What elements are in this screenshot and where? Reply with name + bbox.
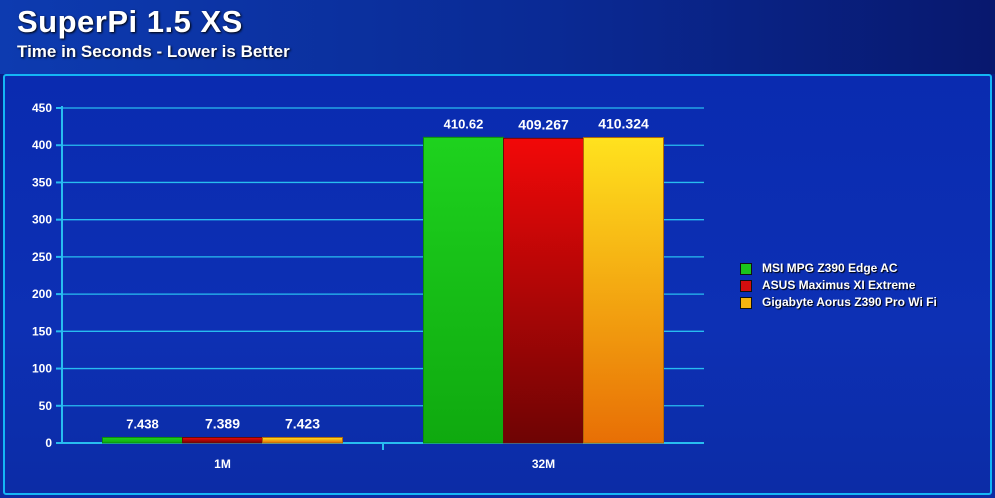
data-label: 7.438: [126, 416, 159, 431]
y-tick-label: 200: [32, 287, 52, 301]
y-tick-label: 0: [45, 436, 52, 450]
y-tick-label: 250: [32, 250, 52, 264]
y-tick-label: 100: [32, 362, 52, 376]
y-tick-label: 450: [32, 101, 52, 115]
x-tick-label: 1M: [214, 457, 231, 471]
data-label: 7.389: [205, 415, 240, 431]
chart-subtitle: Time in Seconds - Lower is Better: [17, 42, 290, 61]
bar: [503, 137, 584, 444]
x-tick-label: 32M: [532, 457, 555, 471]
chart-title: SuperPi 1.5 XS: [17, 4, 243, 39]
legend-swatch: [740, 297, 752, 309]
data-label: 409.267: [518, 116, 569, 132]
y-tick-label: 400: [32, 138, 52, 152]
legend-swatch: [740, 263, 752, 275]
bar: [102, 436, 183, 444]
bar: [583, 137, 664, 444]
legend-label: MSI MPG Z390 Edge AC: [762, 261, 898, 275]
data-label: 410.62: [444, 116, 484, 131]
y-tick-label: 150: [32, 324, 52, 338]
y-tick-label: 350: [32, 175, 52, 189]
data-label: 7.423: [285, 415, 320, 431]
legend-label: Gigabyte Aorus Z390 Pro Wi Fi: [762, 295, 937, 309]
y-tick-label: 50: [39, 399, 53, 413]
bar: [423, 136, 504, 444]
legend-label: ASUS Maximus XI Extreme: [762, 278, 916, 292]
data-label: 410.324: [598, 116, 649, 132]
y-tick-label: 300: [32, 213, 52, 227]
bar: [182, 436, 263, 444]
chart-header: SuperPi 1.5 XS Time in Seconds - Lower i…: [0, 0, 995, 74]
bar: [262, 436, 343, 444]
legend-swatch: [740, 280, 752, 292]
